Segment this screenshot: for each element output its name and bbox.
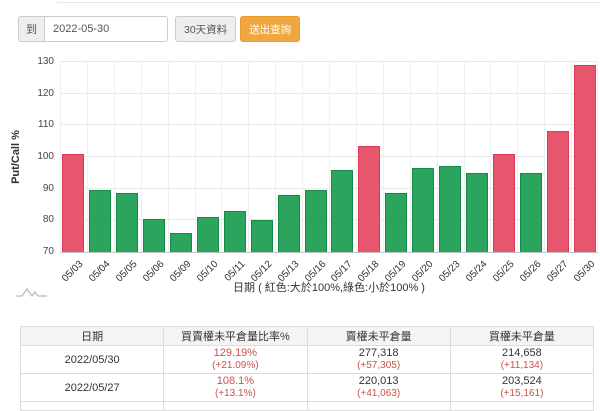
ratio-value: 129.19% — [213, 347, 258, 359]
v-gridline — [464, 62, 465, 252]
bar-05-26[interactable] — [520, 173, 542, 252]
ratio-delta: (+13.1%) — [214, 388, 256, 399]
v-gridline — [490, 62, 491, 252]
date-cell: 2022/05/30 — [19, 345, 165, 374]
empty-cell — [19, 401, 165, 411]
empty-cell — [163, 401, 308, 411]
bar-05-09[interactable] — [170, 233, 192, 252]
col-header-1: 買賣權未平倉量比率% — [163, 326, 308, 346]
col-header-2: 賣權未平倉量 — [306, 326, 451, 346]
ratio-value: 108.1% — [216, 375, 255, 387]
chart-plot — [60, 61, 598, 253]
date-cell: 2022/05/27 — [19, 373, 165, 402]
call-oi-value: 214,658 — [501, 347, 542, 359]
v-gridline — [248, 62, 249, 252]
put-oi-value: 220,013 — [358, 375, 399, 387]
y-tick-label: 120 — [37, 88, 54, 99]
v-gridline — [597, 62, 598, 252]
put-oi-delta: (+41,063) — [357, 388, 401, 399]
y-tick-label: 70 — [42, 246, 54, 257]
bar-05-25[interactable] — [493, 154, 515, 252]
v-gridline — [517, 62, 518, 252]
v-gridline — [329, 62, 330, 252]
table-row: 2022/05/27 108.1% (+13.1%) 220,013 (+41,063)… — [19, 373, 595, 402]
put-oi-delta: (+57,305) — [357, 360, 401, 371]
table-header: 日期 買賣權未平倉量比率% 賣權未平倉量 買權未平倉量 — [19, 326, 595, 346]
y-axis-title: Put/Call % — [10, 130, 22, 184]
v-gridline — [383, 62, 384, 252]
area-sparkline-icon — [16, 287, 47, 298]
y-tick-label: 110 — [38, 119, 54, 130]
col-header-0: 日期 — [19, 326, 165, 346]
v-gridline — [544, 62, 545, 252]
put-oi-cell: 220,013 (+41,063) — [306, 373, 451, 402]
v-gridline — [275, 62, 276, 252]
oi-data-table-wrap: 日期 買賣權未平倉量比率% 賣權未平倉量 買權未平倉量 2022/05/30 129.1… — [19, 326, 595, 411]
v-gridline — [114, 62, 115, 252]
bar-05-05[interactable] — [116, 193, 138, 252]
bar-05-30[interactable] — [574, 65, 596, 252]
v-gridline — [195, 62, 196, 252]
ratio-cell: 129.19% (+21.09%) — [163, 345, 308, 374]
call-oi-cell: 203,524 (+15,161) — [449, 373, 595, 402]
date-input[interactable] — [44, 16, 168, 42]
y-tick-label: 130 — [37, 56, 54, 67]
table-row-partial — [19, 401, 595, 411]
submit-query-button[interactable]: 送出查詢 — [240, 16, 301, 42]
range-30d-button[interactable]: 30天資料 — [175, 16, 237, 42]
bar-05-24[interactable] — [466, 173, 488, 252]
ratio-cell: 108.1% (+13.1%) — [163, 373, 308, 402]
v-gridline — [87, 62, 88, 252]
bar-05-18[interactable] — [358, 146, 380, 252]
bar-05-19[interactable] — [385, 193, 407, 252]
bar-05-06[interactable] — [143, 219, 165, 252]
empty-cell — [449, 401, 595, 411]
put-oi-value: 277,318 — [358, 347, 399, 359]
empty-cell — [306, 401, 451, 411]
bar-05-12[interactable] — [251, 220, 273, 252]
y-tick-label: 90 — [42, 183, 54, 194]
v-gridline — [60, 62, 61, 252]
to-label: 到 — [18, 16, 44, 42]
put-oi-cell: 277,318 (+57,305) — [306, 345, 451, 374]
v-gridline — [571, 62, 572, 252]
call-oi-delta: (+11,134) — [500, 360, 544, 371]
bar-05-16[interactable] — [305, 190, 327, 252]
bar-05-04[interactable] — [89, 190, 111, 252]
top-divider — [57, 2, 600, 3]
v-gridline — [356, 62, 357, 252]
bar-05-23[interactable] — [439, 166, 461, 252]
y-tick-label: 100 — [37, 151, 54, 162]
bar-05-10[interactable] — [197, 217, 219, 252]
call-oi-cell: 214,658 (+11,134) — [449, 345, 595, 374]
v-gridline — [168, 62, 169, 252]
h-gridline — [60, 61, 598, 62]
v-gridline — [410, 62, 411, 252]
bar-05-27[interactable] — [547, 131, 569, 252]
v-gridline — [141, 62, 142, 252]
ratio-delta: (+21.09%) — [212, 360, 259, 371]
call-oi-delta: (+15,161) — [500, 388, 544, 399]
x-axis-caption: 日期 ( 紅色:大於100%,綠色:小於100% ) — [233, 282, 425, 294]
putcall-bar-chart: Put/Call % 日期 ( 紅色:大於100%,綠色:小於100% ) 70… — [0, 50, 600, 312]
query-bar: 到 30天資料 送出查詢 — [18, 16, 301, 42]
table-row: 2022/05/30 129.19% (+21.09%) 277,318 (+57,30… — [19, 345, 595, 374]
v-gridline — [437, 62, 438, 252]
bar-05-11[interactable] — [224, 211, 246, 252]
bar-05-03[interactable] — [62, 154, 84, 252]
v-gridline — [221, 62, 222, 252]
bar-05-20[interactable] — [412, 168, 434, 252]
v-gridline — [302, 62, 303, 252]
oi-data-table: 日期 買賣權未平倉量比率% 賣權未平倉量 買權未平倉量 2022/05/30 129.1… — [19, 326, 595, 411]
bar-05-17[interactable] — [331, 170, 353, 252]
call-oi-value: 203,524 — [501, 375, 542, 387]
col-header-3: 買權未平倉量 — [449, 326, 595, 346]
bar-05-13[interactable] — [278, 195, 300, 252]
y-tick-label: 80 — [42, 214, 54, 225]
